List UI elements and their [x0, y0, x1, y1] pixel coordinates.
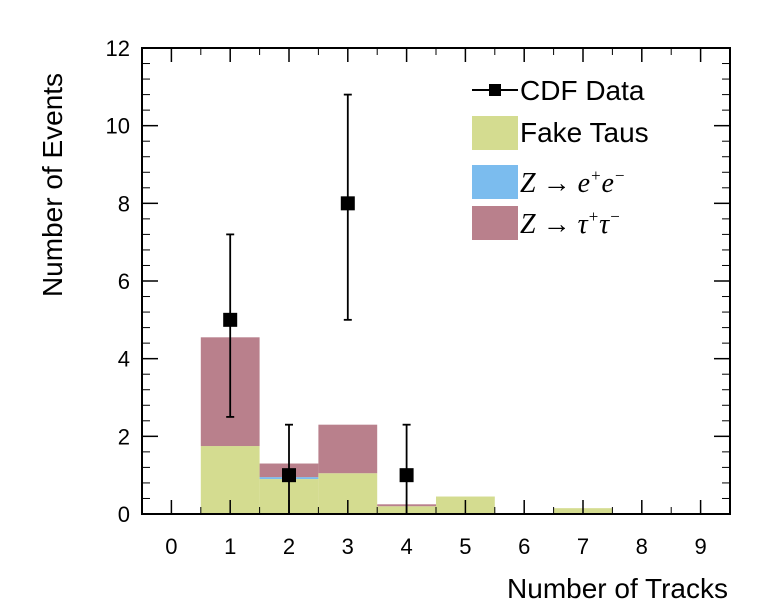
- x-tick-label: 4: [400, 534, 412, 559]
- x-tick-label: 8: [636, 534, 648, 559]
- legend-label-fake-taus: Fake Taus: [520, 117, 649, 148]
- y-tick-label: 0: [118, 502, 130, 527]
- x-tick-label: 5: [459, 534, 471, 559]
- data-point-2: [282, 468, 296, 483]
- y-axis-title: Number of Events: [37, 73, 68, 297]
- legend-label-z-ee: Z → e+e−: [520, 166, 625, 199]
- legend: CDF Data Fake Taus Z → e+e− Z → τ+τ−: [472, 75, 649, 240]
- x-tick-label: 2: [283, 534, 295, 559]
- legend-entry-fake-taus: Fake Taus: [472, 116, 649, 150]
- x-tick-label: 0: [165, 534, 177, 559]
- data-point-1: [223, 312, 238, 327]
- legend-swatch-z-ee: [472, 165, 518, 199]
- x-tick-label: 6: [518, 534, 530, 559]
- y-tick-label: 4: [118, 347, 130, 372]
- axis-ticks: [141, 47, 731, 515]
- x-tick-label: 9: [694, 534, 706, 559]
- x-tick-label: 3: [342, 534, 354, 559]
- legend-entry-cdf-data: CDF Data: [472, 75, 645, 106]
- x-tick-label: 1: [224, 534, 236, 559]
- y-tick-label: 2: [118, 424, 130, 449]
- legend-swatch-fake-taus: [472, 116, 518, 150]
- legend-label-cdf-data: CDF Data: [520, 75, 645, 106]
- data-points: [223, 93, 414, 515]
- y-tick-label: 12: [106, 36, 130, 61]
- legend-swatch-z-tautau: [472, 206, 518, 240]
- y-tick-label: 8: [118, 191, 130, 216]
- data-point-4: [399, 468, 414, 483]
- x-tick-label: 7: [577, 534, 589, 559]
- legend-label-z-tautau: Z → τ+τ−: [520, 207, 621, 240]
- bar-2-bin-3: [318, 424, 378, 474]
- y-tick-label: 6: [118, 269, 130, 294]
- legend-entry-z-tautau: Z → τ+τ−: [472, 206, 621, 240]
- y-tick-label: 10: [106, 114, 130, 139]
- data-point-3: [340, 196, 355, 211]
- x-axis-title: Number of Tracks: [507, 573, 728, 604]
- legend-marker: [489, 84, 501, 96]
- legend-entry-z-ee: Z → e+e−: [472, 165, 625, 199]
